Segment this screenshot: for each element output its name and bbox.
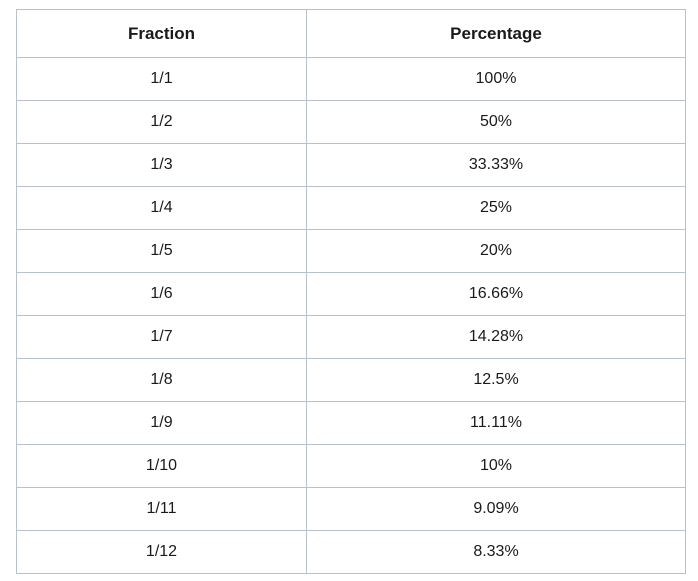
table-row: 1/1 100% bbox=[16, 57, 686, 101]
fraction-cell: 1/7 bbox=[16, 315, 307, 359]
percentage-cell: 12.5% bbox=[306, 358, 686, 402]
percentage-cell: 16.66% bbox=[306, 272, 686, 316]
table-row: 1/5 20% bbox=[16, 229, 686, 273]
percentage-cell: 14.28% bbox=[306, 315, 686, 359]
fraction-cell: 1/9 bbox=[16, 401, 307, 445]
fraction-cell: 1/3 bbox=[16, 143, 307, 187]
table-row: 1/7 14.28% bbox=[16, 315, 686, 359]
fraction-cell: 1/8 bbox=[16, 358, 307, 402]
table-row: 1/12 8.33% bbox=[16, 530, 686, 574]
header-percentage: Percentage bbox=[306, 9, 686, 58]
table-row: 1/11 9.09% bbox=[16, 487, 686, 531]
fraction-cell: 1/5 bbox=[16, 229, 307, 273]
percentage-cell: 50% bbox=[306, 100, 686, 144]
fraction-cell: 1/1 bbox=[16, 57, 307, 101]
fraction-percentage-table-container: Fraction Percentage 1/1 100% 1/2 50% 1/3… bbox=[16, 9, 686, 574]
percentage-cell: 100% bbox=[306, 57, 686, 101]
percentage-cell: 10% bbox=[306, 444, 686, 488]
header-row: Fraction Percentage bbox=[16, 9, 686, 58]
percentage-cell: 20% bbox=[306, 229, 686, 273]
table-row: 1/4 25% bbox=[16, 186, 686, 230]
percentage-cell: 11.11% bbox=[306, 401, 686, 445]
percentage-cell: 8.33% bbox=[306, 530, 686, 574]
table-row: 1/3 33.33% bbox=[16, 143, 686, 187]
fraction-cell: 1/11 bbox=[16, 487, 307, 531]
fraction-cell: 1/10 bbox=[16, 444, 307, 488]
percentage-cell: 9.09% bbox=[306, 487, 686, 531]
table-row: 1/6 16.66% bbox=[16, 272, 686, 316]
percentage-cell: 25% bbox=[306, 186, 686, 230]
header-fraction: Fraction bbox=[16, 9, 307, 58]
fraction-cell: 1/2 bbox=[16, 100, 307, 144]
table-row: 1/8 12.5% bbox=[16, 358, 686, 402]
fraction-cell: 1/6 bbox=[16, 272, 307, 316]
fraction-percentage-table: Fraction Percentage 1/1 100% 1/2 50% 1/3… bbox=[16, 9, 686, 574]
table-row: 1/9 11.11% bbox=[16, 401, 686, 445]
table-row: 1/10 10% bbox=[16, 444, 686, 488]
table-row: 1/2 50% bbox=[16, 100, 686, 144]
percentage-cell: 33.33% bbox=[306, 143, 686, 187]
fraction-cell: 1/4 bbox=[16, 186, 307, 230]
fraction-cell: 1/12 bbox=[16, 530, 307, 574]
